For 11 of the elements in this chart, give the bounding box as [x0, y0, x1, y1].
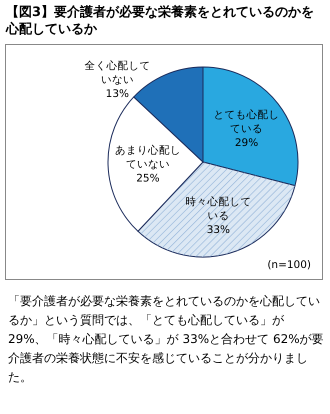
- chart-title: 【図3】要介護者が必要な栄養素をとれているのかを心配しているか: [6, 4, 316, 38]
- text: (n=100): [267, 259, 311, 271]
- data-label: 33%: [206, 224, 230, 236]
- slice-label: 全く心配していない: [84, 59, 150, 86]
- slice-label: とても心配している: [214, 108, 280, 136]
- slice-label: 時々心配している: [185, 194, 252, 222]
- data-label: 29%: [234, 137, 258, 150]
- data-label: 13%: [106, 88, 130, 100]
- slice-label: あまり心配していない: [114, 144, 181, 171]
- data-label: 25%: [136, 172, 160, 185]
- text: 「要介護者が必要な栄養素をとれているのかを心配しているか」という質問では、「とても心配している」が 29%、「時々心配している」が 33%と合わせて 62%が要介護者の栄養状態に不安を感じていることが分かりました。: [8, 293, 324, 386]
